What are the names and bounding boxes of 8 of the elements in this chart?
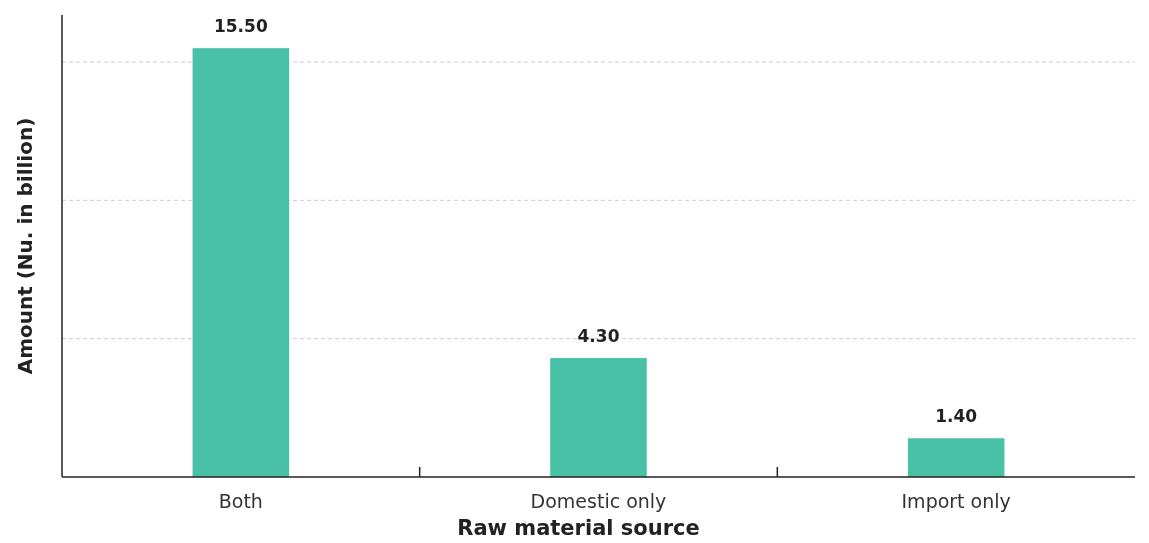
x-tick-label: Domestic only [530, 490, 667, 512]
data-label: 15.50 [213, 16, 268, 37]
data-label: 1.40 [935, 406, 978, 427]
x-axis-title: Raw material source [457, 516, 700, 540]
x-tick-label: Import only [901, 490, 1011, 512]
x-tick-label: Both [218, 490, 263, 512]
data-label: 4.30 [577, 326, 620, 347]
y-axis-title: Amount (Nu. in billion) [13, 117, 37, 375]
